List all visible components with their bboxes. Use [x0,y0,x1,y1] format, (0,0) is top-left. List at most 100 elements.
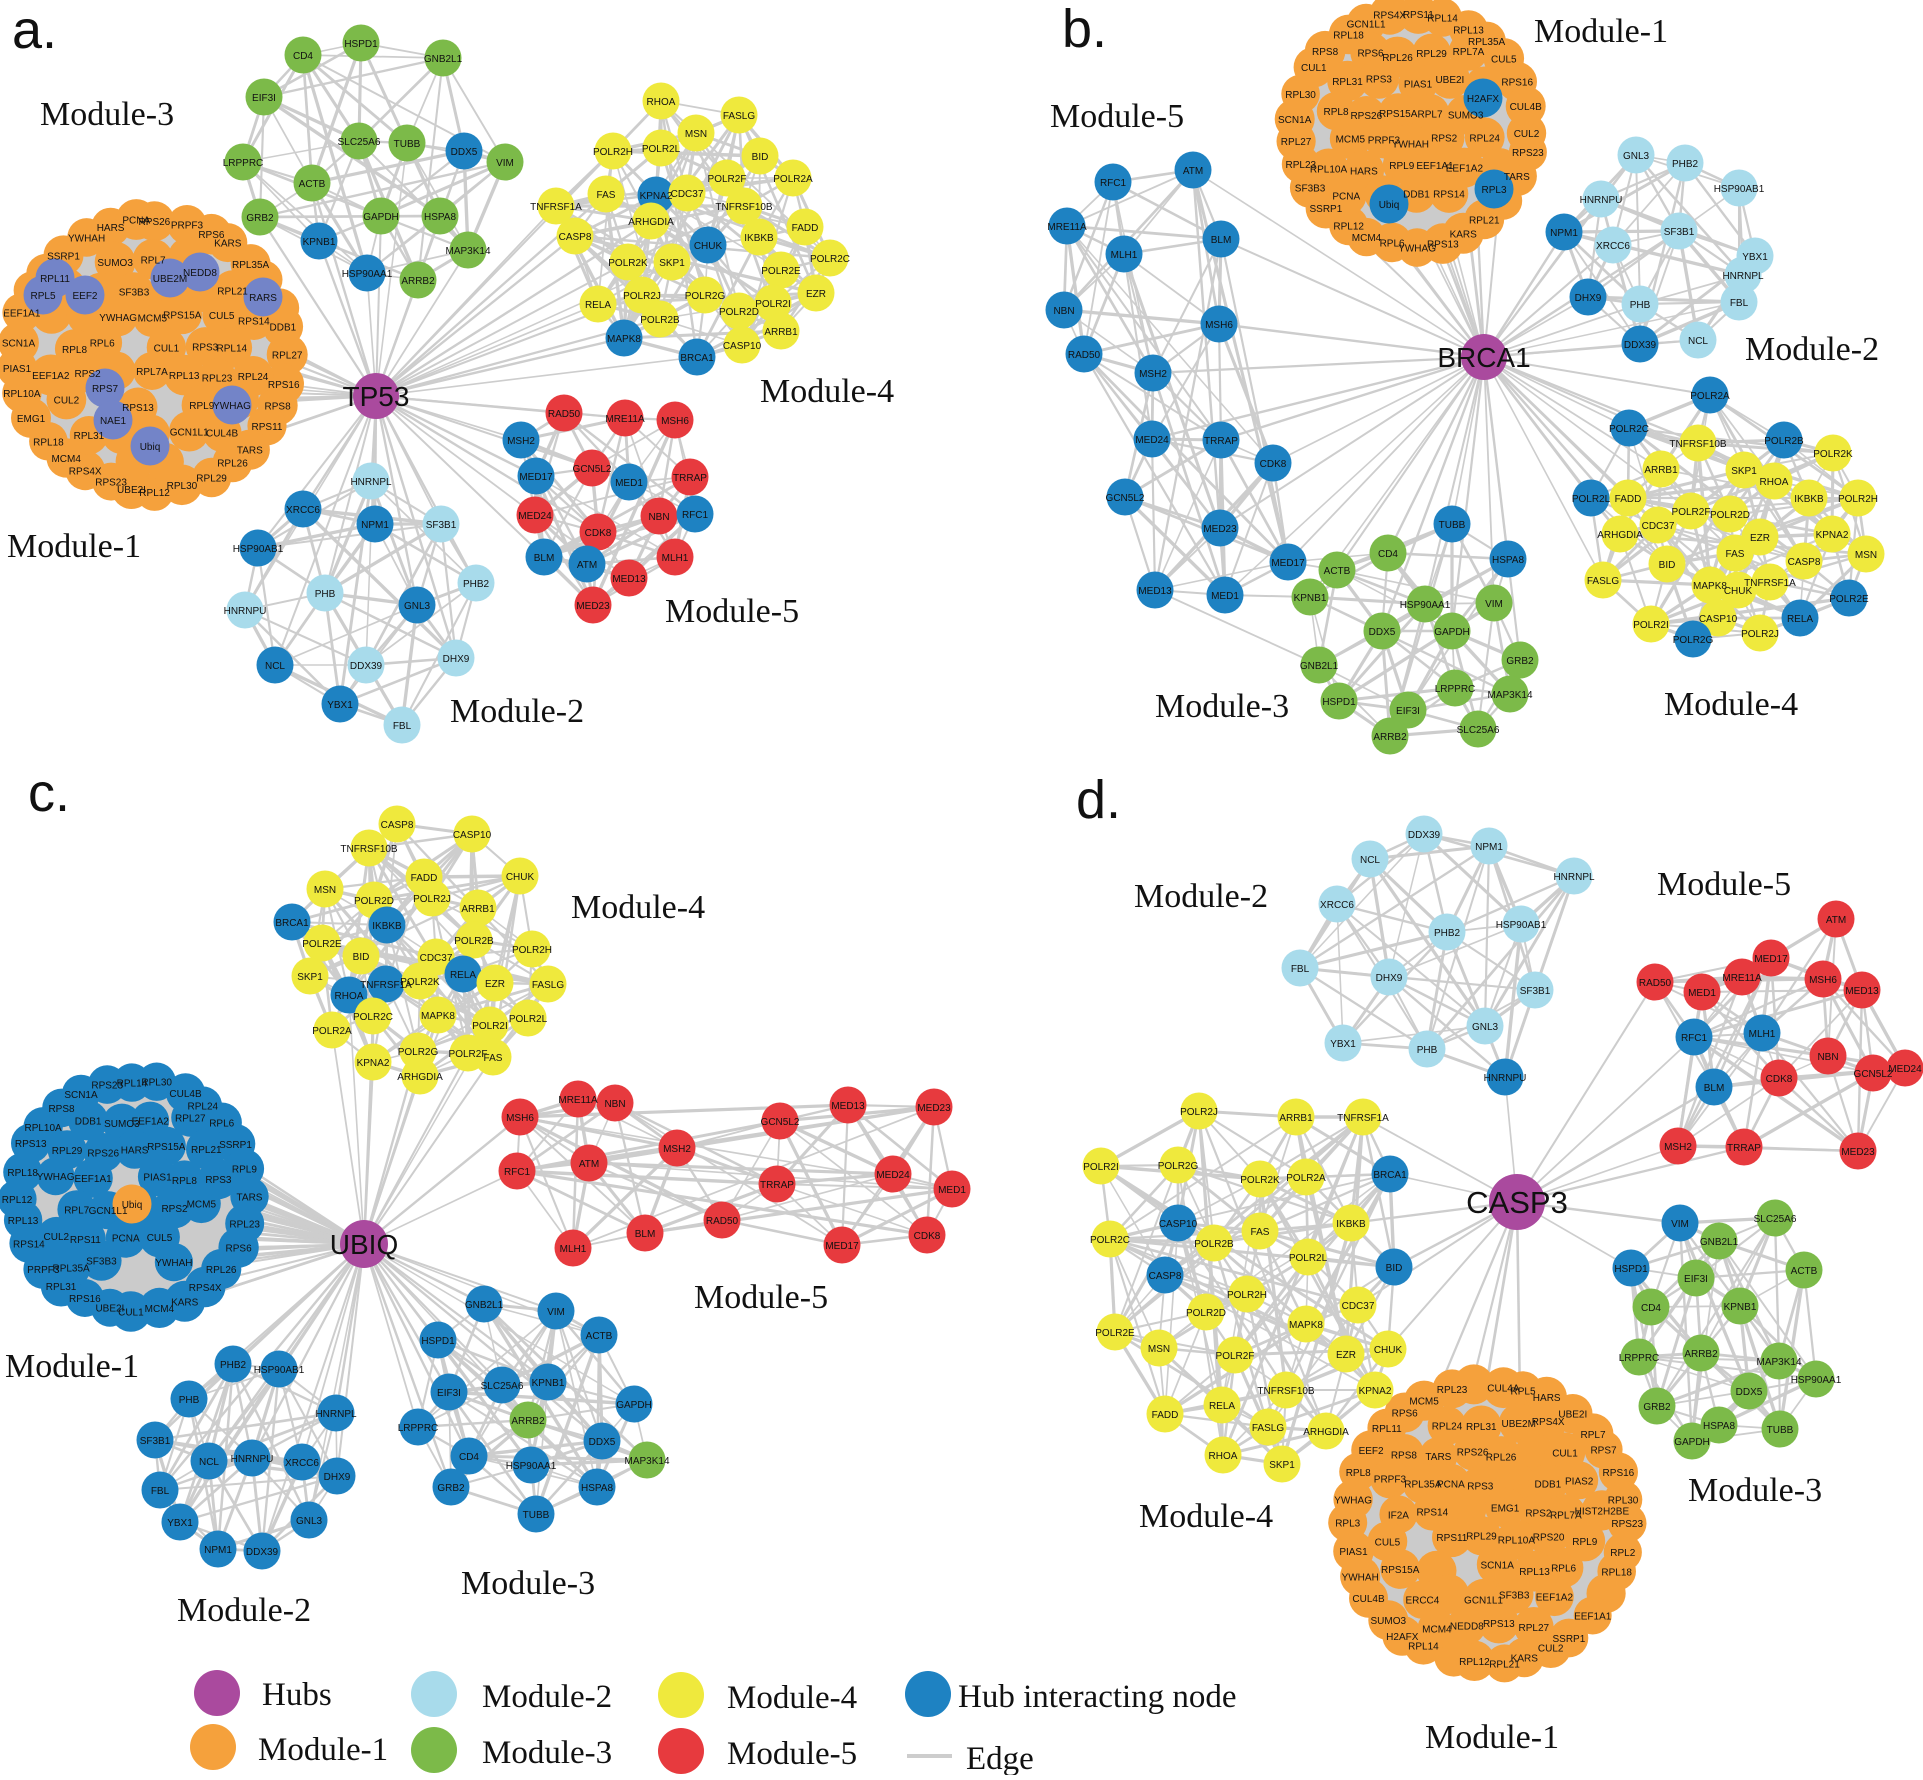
svg-text:RPL12: RPL12 [1459,1657,1490,1668]
svg-text:SLC25A6: SLC25A6 [1457,725,1500,736]
svg-text:RPL7A: RPL7A [136,367,168,378]
svg-text:HNRNPL: HNRNPL [350,477,392,488]
svg-text:ARRB2: ARRB2 [401,276,435,287]
svg-text:MSH6: MSH6 [661,416,689,427]
svg-text:FBL: FBL [1730,298,1749,309]
svg-text:GAPDH: GAPDH [1434,627,1470,638]
svg-text:RPS3: RPS3 [1366,75,1393,86]
svg-text:HSPA8: HSPA8 [581,1483,613,1494]
svg-text:GCN5L2: GCN5L2 [1106,493,1145,504]
svg-text:EEF1A2: EEF1A2 [32,371,70,382]
svg-text:KPNA2: KPNA2 [1816,530,1849,541]
svg-text:Ubiq: Ubiq [140,442,161,453]
svg-text:RFC1: RFC1 [682,510,709,521]
svg-text:RPL9: RPL9 [232,1165,257,1176]
svg-text:RPL13: RPL13 [8,1216,39,1227]
svg-text:PIAS1: PIAS1 [1404,80,1433,91]
svg-text:TP53: TP53 [343,381,410,412]
svg-text:CD4: CD4 [1378,549,1398,560]
svg-text:CUL1: CUL1 [1301,63,1327,74]
svg-text:MCM4: MCM4 [1422,1625,1452,1636]
svg-text:RELA: RELA [450,970,476,981]
svg-text:SSRP1: SSRP1 [1310,204,1343,215]
svg-text:RPS15A: RPS15A [1381,1565,1420,1576]
svg-text:YWHAG: YWHAG [99,313,137,324]
svg-text:RPL23: RPL23 [229,1220,260,1231]
svg-text:GNL3: GNL3 [1623,151,1650,162]
svg-text:CASP3: CASP3 [1466,1185,1568,1220]
svg-text:CUL2: CUL2 [1538,1644,1564,1655]
svg-text:Module-5: Module-5 [1657,866,1791,903]
svg-text:Module-5: Module-5 [1050,98,1184,135]
svg-text:SUMO3: SUMO3 [1448,111,1484,122]
svg-text:HSP90AB1: HSP90AB1 [233,544,284,555]
svg-text:UBE2I: UBE2I [1558,1410,1587,1421]
svg-text:RPS2: RPS2 [161,1204,188,1215]
svg-text:RPS3: RPS3 [205,1175,232,1186]
svg-text:MSH2: MSH2 [507,436,535,447]
svg-text:RAD50: RAD50 [706,1216,739,1227]
svg-text:PHB2: PHB2 [1672,159,1699,170]
svg-text:POLR2B: POLR2B [1194,1239,1234,1250]
svg-text:a.: a. [12,0,57,60]
svg-text:GNB2L1: GNB2L1 [465,1300,504,1311]
svg-text:RHOA: RHOA [335,991,364,1002]
svg-text:RPL10A: RPL10A [3,389,41,400]
svg-text:MSH2: MSH2 [1664,1142,1692,1153]
svg-text:DHX9: DHX9 [324,1472,351,1483]
svg-text:HSPA8: HSPA8 [1703,1421,1735,1432]
svg-text:EEF1A2: EEF1A2 [1446,164,1484,175]
svg-text:PHB: PHB [1630,300,1651,311]
svg-text:RPL35A: RPL35A [232,260,270,271]
svg-text:POLR2E: POLR2E [761,266,801,277]
svg-text:BID: BID [1659,560,1676,571]
svg-text:POLR2L: POLR2L [509,1014,548,1025]
svg-text:MSN: MSN [1148,1344,1170,1355]
svg-text:FBL: FBL [393,721,412,732]
svg-text:FASLG: FASLG [1587,576,1619,587]
svg-text:RHOA: RHOA [1760,477,1789,488]
svg-text:FBL: FBL [1291,964,1310,975]
svg-text:EEF1A1: EEF1A1 [3,309,41,320]
svg-text:NCL: NCL [1688,336,1708,347]
svg-text:TRRAP: TRRAP [673,473,707,484]
svg-text:SCN1A: SCN1A [1278,115,1312,126]
svg-text:RPL11: RPL11 [40,274,70,285]
svg-text:LRPPRC: LRPPRC [223,158,264,169]
svg-text:HSP90AA1: HSP90AA1 [1400,600,1451,611]
svg-text:d.: d. [1076,770,1121,830]
svg-text:EIF3I: EIF3I [1396,706,1420,717]
svg-text:RPL24: RPL24 [188,1102,219,1113]
svg-text:NEDD8: NEDD8 [183,268,217,279]
svg-text:SCN1A: SCN1A [2,339,36,350]
svg-text:KPNB1: KPNB1 [532,1378,565,1389]
svg-text:UBE2M: UBE2M [1501,1419,1535,1430]
svg-text:MLH1: MLH1 [560,1244,587,1255]
svg-text:Ubiq: Ubiq [122,1200,143,1211]
svg-text:RPL8: RPL8 [172,1176,197,1187]
svg-text:FAS: FAS [597,190,616,201]
svg-text:NCL: NCL [265,661,285,672]
svg-text:VIM: VIM [547,1307,565,1318]
svg-text:NPM1: NPM1 [1550,228,1578,239]
svg-text:POLR2A: POLR2A [1690,391,1730,402]
svg-text:MRE11A: MRE11A [605,414,645,425]
svg-text:Module-2: Module-2 [177,1592,311,1629]
svg-text:RPL18: RPL18 [7,1168,38,1179]
svg-text:DDB1: DDB1 [1403,190,1430,201]
svg-text:RPS8: RPS8 [265,401,292,412]
svg-text:KARS: KARS [1450,229,1478,240]
svg-text:DHX9: DHX9 [443,654,470,665]
svg-text:Edge: Edge [966,1741,1034,1775]
svg-text:MED13: MED13 [831,1101,865,1112]
svg-text:Module-4: Module-4 [1139,1498,1273,1535]
svg-text:GNL3: GNL3 [404,601,431,612]
svg-text:SUMO3: SUMO3 [1371,1616,1407,1627]
svg-text:XRCC6: XRCC6 [1320,900,1354,911]
svg-text:RPL26: RPL26 [217,458,248,469]
svg-text:RPS13: RPS13 [15,1139,47,1150]
svg-text:MSN: MSN [685,129,707,140]
svg-text:NCL: NCL [1360,855,1380,866]
svg-text:TARS: TARS [237,446,263,457]
svg-text:DDX5: DDX5 [1736,1387,1763,1398]
